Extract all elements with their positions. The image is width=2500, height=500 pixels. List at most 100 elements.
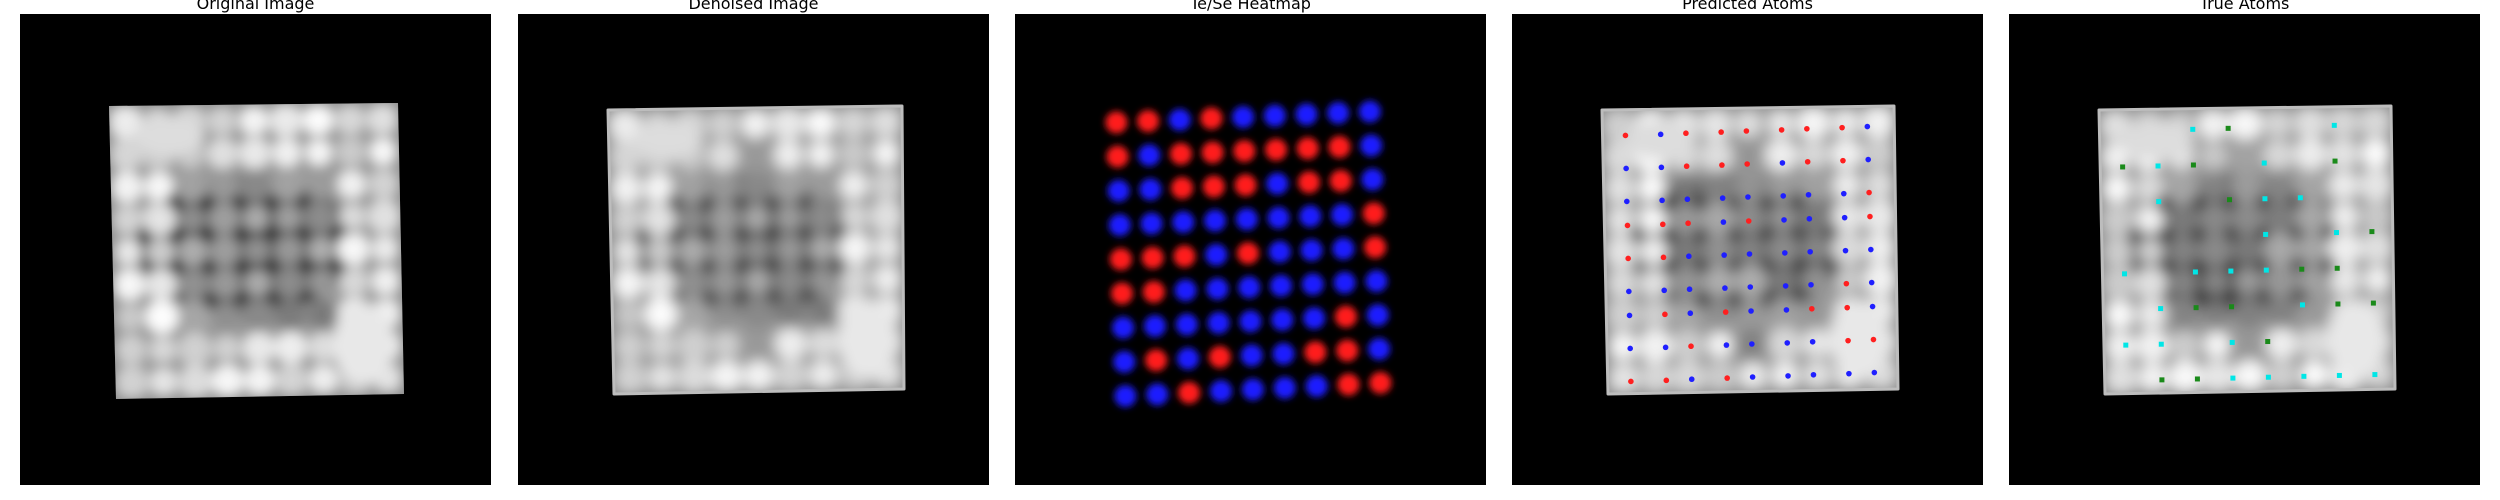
predicted-se-atom (1746, 251, 1753, 257)
te-atom-blob (1137, 110, 1160, 133)
se-atom-blob (1358, 100, 1381, 123)
se-atom-blob (1268, 240, 1291, 263)
se-atom-blob (1241, 378, 1264, 401)
predicted-se-atom (1659, 197, 1665, 204)
predicted-te-atom (1843, 280, 1850, 287)
panel-denoised: Denoised Image (518, 0, 989, 500)
se-atom-blob (1360, 134, 1383, 157)
predicted-se-atom (1722, 285, 1728, 291)
se-atom-blob (1207, 311, 1230, 334)
se-atom-blob (1361, 168, 1384, 191)
se-atom-blob (1305, 375, 1328, 398)
predicted-se-atom (1749, 374, 1756, 380)
se-atom-blob (1232, 106, 1255, 129)
predicted-se-atom (1657, 131, 1664, 138)
te-atom-blob (1106, 145, 1129, 168)
te-atom-blob (1145, 349, 1168, 372)
se-atom-blob (1295, 103, 1318, 126)
true-atom-type-a (2301, 373, 2307, 379)
predicted-te-atom (1628, 378, 1634, 385)
se-atom-blob (1271, 308, 1294, 331)
true-atom-type-b (2369, 229, 2375, 235)
te-atom-blob (1169, 142, 1192, 165)
true-atoms-canvas (2097, 104, 2397, 396)
predicted-se-atom (1749, 341, 1755, 347)
predicted-te-atom (1622, 132, 1629, 139)
true-atom-type-a (2336, 372, 2342, 378)
se-atom-blob (1168, 108, 1191, 131)
se-atom-blob (1204, 209, 1227, 232)
te-atom-blob (1369, 371, 1392, 394)
se-atom-blob (1368, 337, 1391, 360)
predicted-te-atom (1688, 343, 1694, 350)
se-atom-blob (1273, 376, 1296, 399)
predicted-se-atom (1785, 373, 1791, 379)
true-atom-type-b (2193, 305, 2199, 311)
se-atom-blob (1366, 304, 1389, 327)
predicted-se-atom (1783, 307, 1790, 313)
predicted-se-atom (1624, 198, 1630, 205)
predicted-se-atom (1864, 123, 1871, 130)
te-atom-blob (1208, 346, 1231, 369)
predicted-se-atom (1865, 156, 1872, 163)
predicted-se-atom (1719, 195, 1726, 201)
predicted-te-atom (1744, 161, 1750, 167)
predicted-te-atom (1685, 220, 1691, 227)
se-atom-blob (1138, 144, 1161, 167)
true-atom-type-a (2262, 196, 2268, 202)
true-atom-type-a (2297, 195, 2303, 201)
te-atom-blob (1337, 373, 1360, 396)
se-atom-blob (1205, 243, 1228, 266)
predicted-se-atom (1871, 369, 1878, 376)
se-atom-blob (1113, 350, 1136, 373)
te-atom-blob (1201, 141, 1224, 164)
predicted-te-atom (1839, 124, 1845, 131)
predicted-se-atom (1869, 303, 1876, 310)
se-atom-blob (1299, 205, 1322, 228)
predicted-se-atom (1782, 250, 1788, 256)
predicted-se-atom (1748, 308, 1754, 314)
se-atom-blob (1331, 203, 1354, 226)
predicted-te-atom (1660, 254, 1667, 261)
te-atom-blob (1234, 174, 1257, 197)
te-atom-blob (1142, 280, 1165, 303)
predicted-se-atom (1842, 247, 1849, 254)
true-atom-type-a (2229, 339, 2235, 345)
heatmap-image (1015, 14, 1486, 485)
se-atom-blob (1172, 211, 1195, 234)
se-atom-blob (1300, 239, 1323, 262)
se-atom-blob (1174, 279, 1197, 302)
te-atom-blob (1141, 246, 1164, 269)
predicted-se-atom (1868, 279, 1875, 286)
se-atom-blob (1266, 172, 1289, 195)
true-atom-type-a (2156, 199, 2162, 205)
true-atom-type-a (2263, 267, 2269, 273)
predicted-te-atom (1743, 128, 1750, 134)
predicted-te-atom (1845, 337, 1851, 344)
true-atom-type-a (2155, 163, 2161, 169)
denoised-image-canvas (606, 104, 906, 396)
te-atom-blob (1237, 242, 1259, 265)
predicted-se-atom (1721, 252, 1727, 258)
te-atom-blob (1362, 202, 1385, 225)
predicted-se-atom (1808, 281, 1814, 288)
panel-title: Denoised Image (688, 0, 819, 13)
panel-title: Te/Se Heatmap (1190, 0, 1311, 13)
predicted-se-atom (1806, 215, 1813, 222)
te-atom-blob (1328, 135, 1351, 158)
predicted-te-atom (1659, 221, 1666, 228)
te-atom-blob (1233, 140, 1256, 163)
te-atom-blob (1334, 305, 1357, 328)
se-atom-blob (1240, 344, 1263, 367)
te-atom-blob (1298, 171, 1321, 194)
se-atom-blob (1210, 380, 1233, 403)
predicted-se-atom (1658, 164, 1665, 171)
se-atom-blob (1206, 277, 1229, 300)
predicted-te-atom (1804, 158, 1811, 165)
predicted-se-atom (1840, 190, 1847, 197)
te-atom-blob (1111, 282, 1134, 305)
se-atom-blob (1365, 270, 1388, 293)
predicted-te-atom (1662, 311, 1668, 318)
predicted-te-atom (1624, 222, 1631, 229)
predicted-se-atom (1745, 194, 1751, 200)
